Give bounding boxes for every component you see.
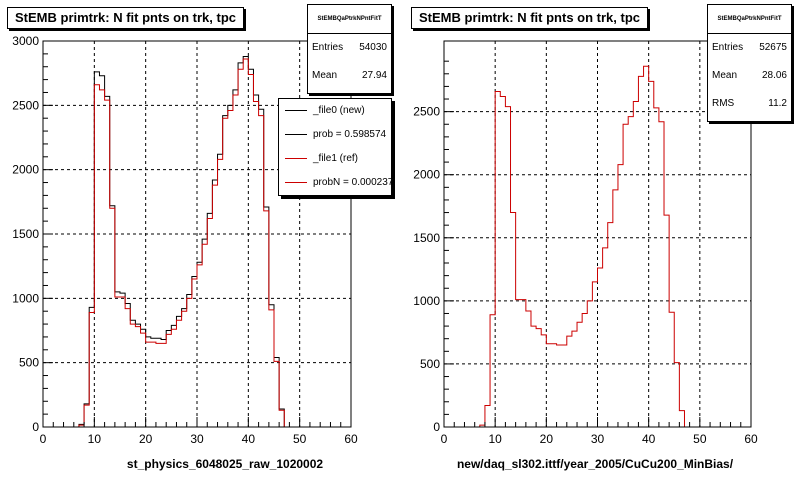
stats-header-left: StEMBQaPtrkNPntFitT	[308, 5, 391, 34]
x-tick-label: 40	[642, 432, 656, 446]
chart-title-left: StEMB primtrk: N fit pnts on trk, tpc	[7, 7, 244, 29]
stats-rms-label: RMS	[712, 98, 735, 109]
legend-label-probn: probN = 0.000237	[313, 177, 392, 188]
stats-entries-value: 52675	[759, 42, 787, 53]
x-tick-label: 40	[242, 432, 256, 446]
x-tick-label: 0	[441, 432, 448, 446]
y-tick-label: 3000	[12, 34, 39, 48]
stats-header-right: StEMBQaPtrkNPntFitT	[708, 5, 791, 34]
x-axis-title-right: new/daq_sl302.ittf/year_2005/CuCu200_Min…	[456, 457, 734, 471]
stats-rms-value: 11.2	[768, 98, 787, 109]
stats-box-left: StEMBQaPtrkNPntFitT Entries 54030 Mean 2…	[307, 4, 392, 94]
legend-item-prob: prob = 0.598574	[279, 123, 391, 147]
y-tick-label: 500	[420, 357, 440, 371]
x-axis-title-left: st_physics_6048025_raw_1020002	[126, 457, 324, 471]
y-tick-label: 0	[433, 420, 440, 434]
y-tick-label: 0	[32, 420, 39, 434]
stats-entries-right: Entries 52675	[708, 34, 791, 62]
legend-item-probn: probN = 0.000237	[279, 171, 391, 195]
y-tick-label: 1000	[12, 291, 39, 305]
stats-mean-label: Mean	[312, 70, 338, 81]
y-tick-label: 2500	[12, 98, 39, 112]
stats-entries-value: 54030	[359, 42, 387, 53]
legend-swatch-probn	[285, 182, 307, 183]
x-tick-label: 30	[190, 432, 204, 446]
legend-swatch-file0	[285, 110, 307, 111]
stats-entries-label: Entries	[312, 42, 344, 53]
x-tick-label: 10	[88, 432, 102, 446]
histogram-pad-left: 0 10 20 30 40 50 60 0 500 1000 1500 2000 2500 3000 St…	[7, 4, 392, 471]
x-tick-label: 30	[591, 432, 605, 446]
stats-mean-left: Mean 27.94	[308, 62, 391, 90]
y-tick-label: 1500	[413, 231, 440, 245]
stats-entries-left: Entries 54030	[308, 34, 391, 62]
x-tick-label: 10	[488, 432, 502, 446]
legend-swatch-prob	[285, 134, 307, 135]
histogram-plot-right: 0 10 20 30 40 50 60 0 500 1000 1500 2000 2500	[413, 40, 758, 446]
stats-mean-label: Mean	[712, 70, 738, 81]
x-tick-label: 50	[293, 432, 307, 446]
legend-label-prob: prob = 0.598574	[313, 129, 387, 140]
y-tick-label: 2000	[413, 168, 440, 182]
y-tick-label: 500	[19, 356, 39, 370]
x-tick-label: 20	[139, 432, 153, 446]
stats-box-right: StEMBQaPtrkNPntFitT Entries 52675 Mean 2…	[707, 4, 792, 122]
stats-mean-right: Mean 28.06	[708, 62, 791, 90]
legend-label-file0: _file0 (new)	[313, 105, 365, 116]
legend-swatch-file1	[285, 158, 307, 159]
x-tick-label: 20	[540, 432, 554, 446]
stats-mean-value: 27.94	[361, 70, 387, 81]
y-tick-label: 1000	[413, 294, 440, 308]
right-series-0-line	[444, 65, 751, 428]
x-tick-label: 0	[40, 432, 47, 446]
y-tick-label: 2500	[413, 105, 440, 119]
legend-label-file1: _file1 (ref)	[313, 153, 359, 164]
legend-box: _file0 (new) prob = 0.598574 _file1 (ref…	[278, 98, 392, 196]
legend-item-file0: _file0 (new)	[279, 99, 391, 123]
legend-item-file1: _file1 (ref)	[279, 147, 391, 171]
stats-mean-value: 28.06	[761, 70, 787, 81]
x-tick-label: 50	[693, 432, 707, 446]
stats-entries-label: Entries	[712, 42, 744, 53]
histogram-pad-right: 0 10 20 30 40 50 60 0 500 1000 1500 2000 2500 StEMB …	[400, 0, 800, 480]
histogram-plot-left: 0 10 20 30 40 50 60 0 500 1000 1500 2000 2500 3000	[12, 34, 358, 446]
stats-rms-right: RMS 11.2	[708, 90, 791, 118]
y-tick-label: 1500	[12, 227, 39, 241]
x-tick-label: 60	[344, 432, 358, 446]
chart-title-right: StEMB primtrk: N fit pnts on trk, tpc	[411, 7, 648, 29]
y-tick-label: 2000	[12, 163, 39, 177]
x-tick-label: 60	[744, 432, 758, 446]
left-series-1-line	[43, 58, 351, 428]
